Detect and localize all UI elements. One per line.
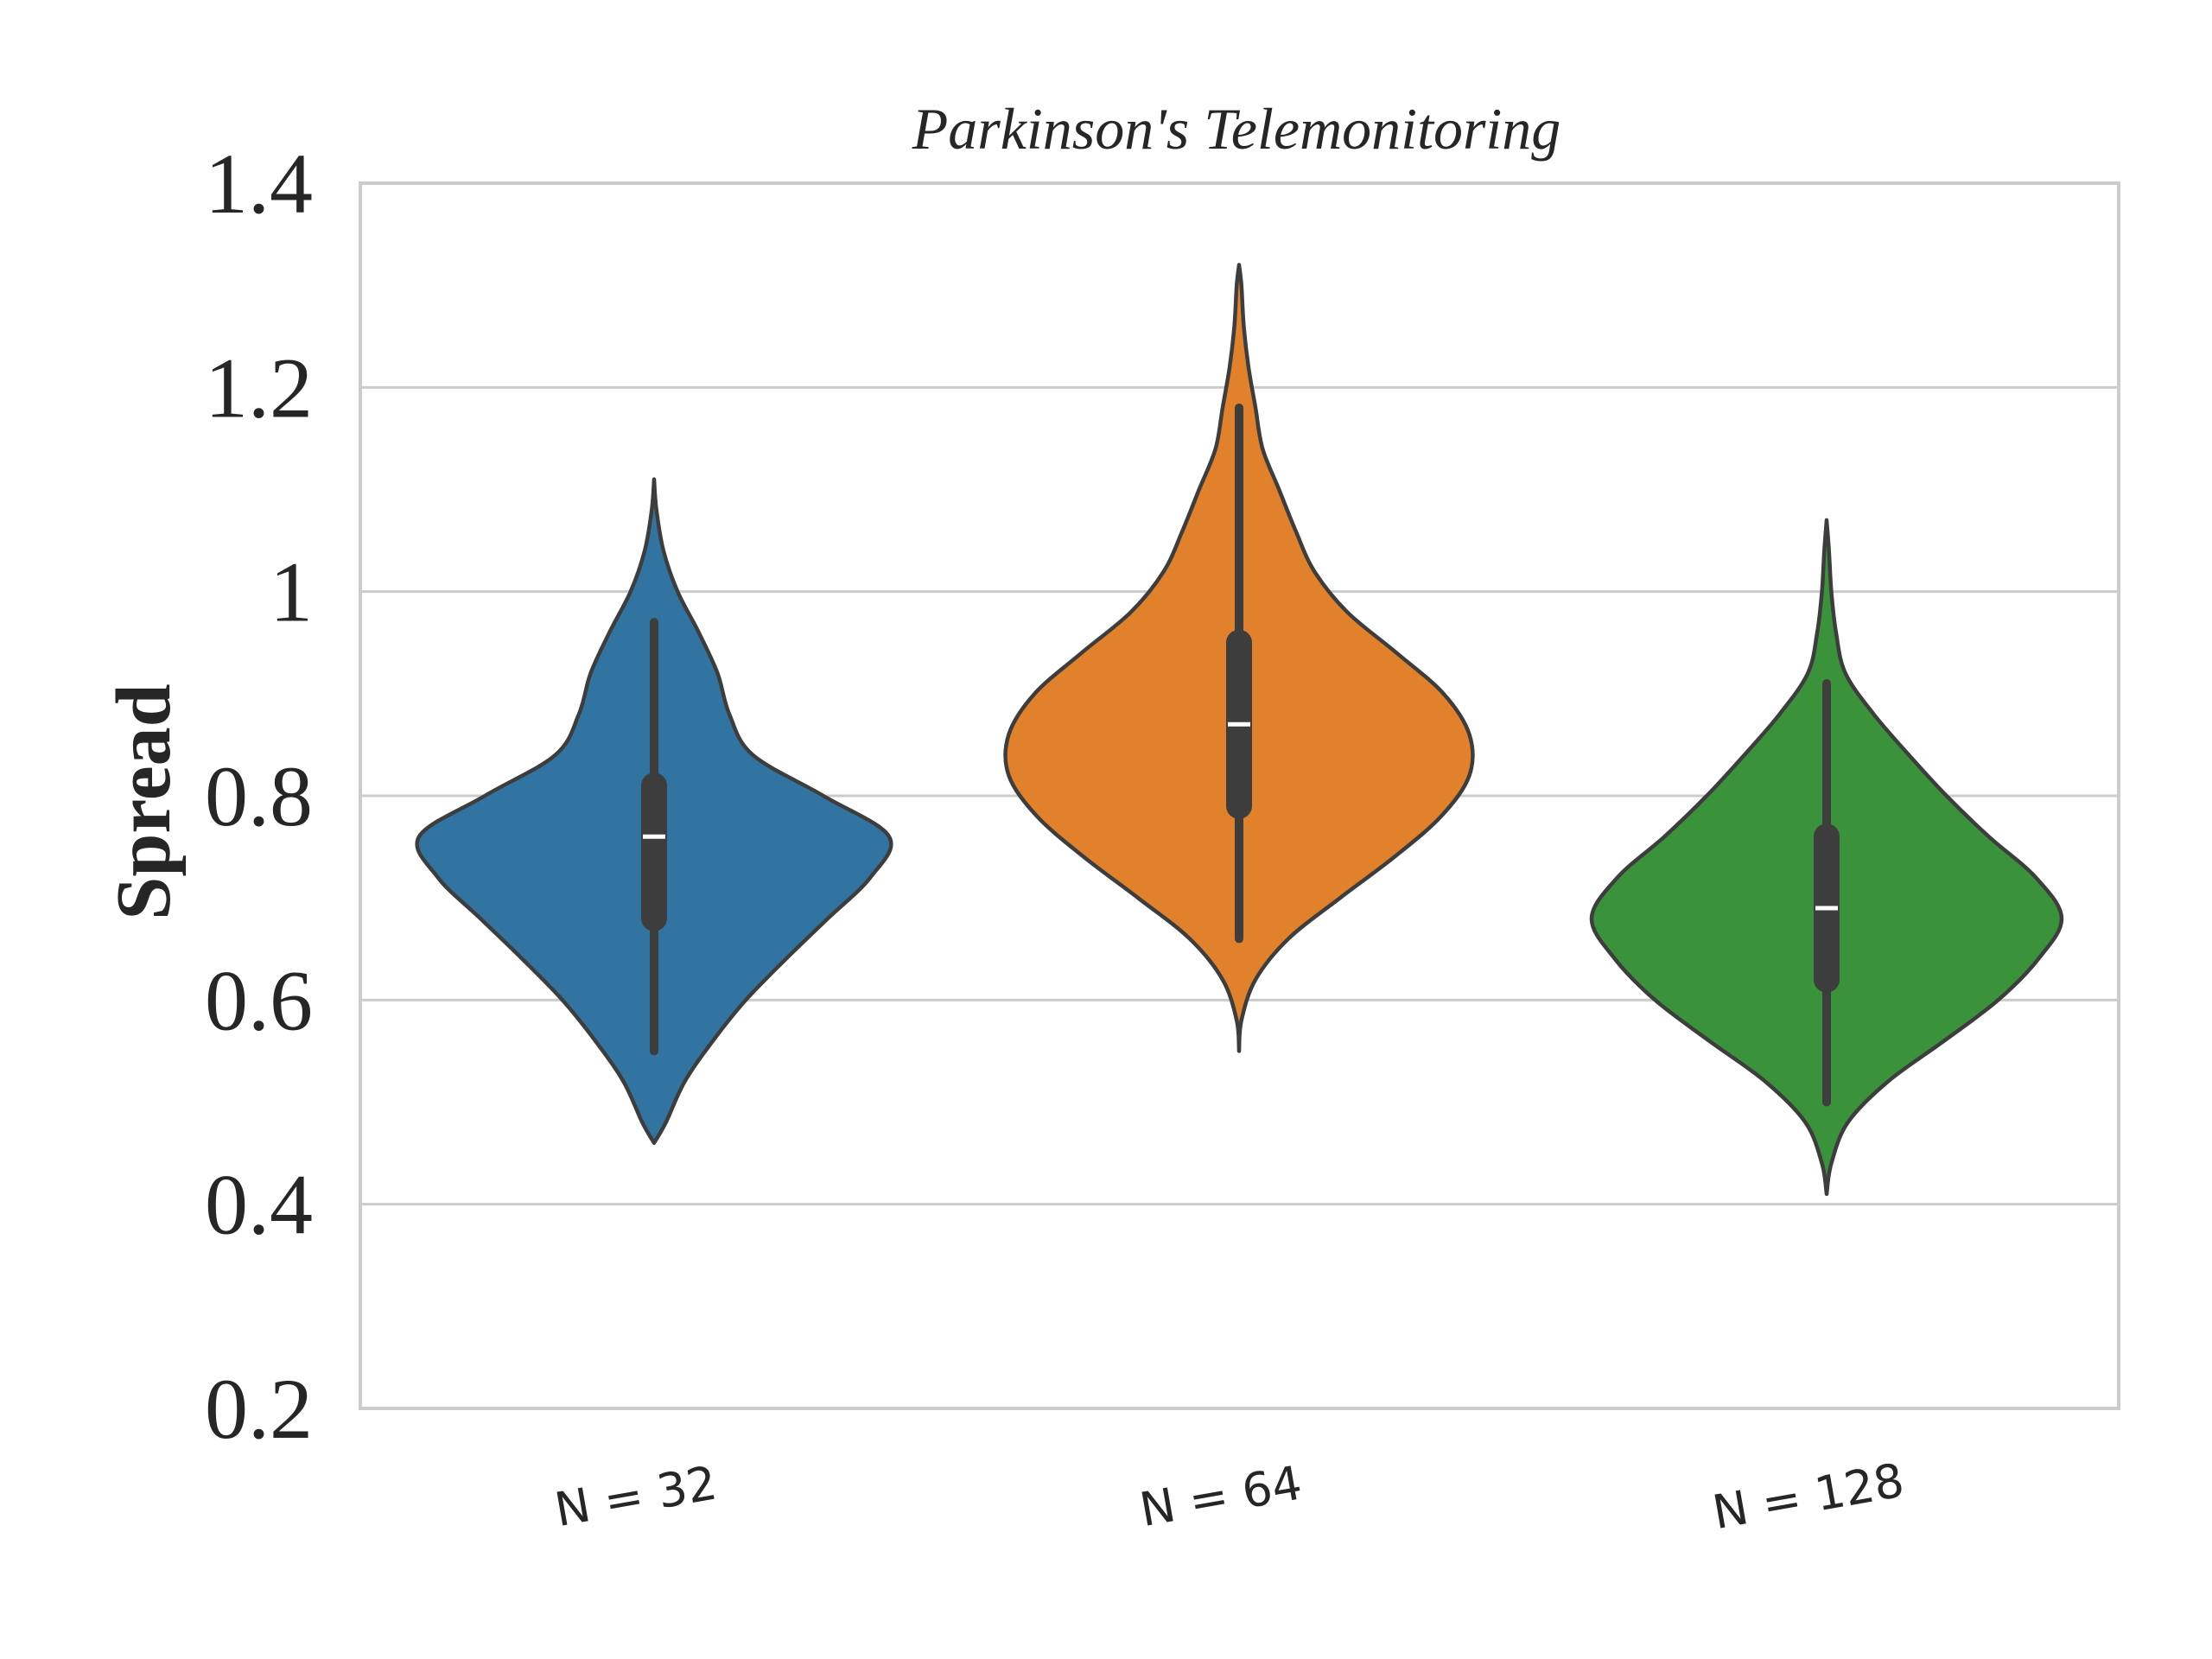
plot-frame — [359, 181, 2120, 1410]
y-tick-label: 0.6 — [205, 952, 313, 1048]
violin-group — [1589, 518, 2064, 1197]
y-tick-label: 1.2 — [205, 340, 313, 435]
y-tick-label: 0.2 — [205, 1361, 313, 1457]
violin-group — [415, 477, 893, 1146]
y-tick-label: 0.8 — [205, 748, 313, 844]
chart-title: Parkinson's Telemonitoring — [912, 96, 1561, 162]
y-tick-label: 0.4 — [205, 1157, 313, 1253]
y-axis-label: Spread — [101, 683, 187, 919]
y-tick-label: 1 — [270, 544, 313, 640]
violin-group — [1003, 263, 1475, 1053]
violins — [415, 263, 2064, 1197]
y-tick-labels: 0.2 0.4 0.6 0.8 1 1.2 1.4 — [205, 136, 313, 1457]
y-tick-label: 1.4 — [205, 136, 313, 232]
